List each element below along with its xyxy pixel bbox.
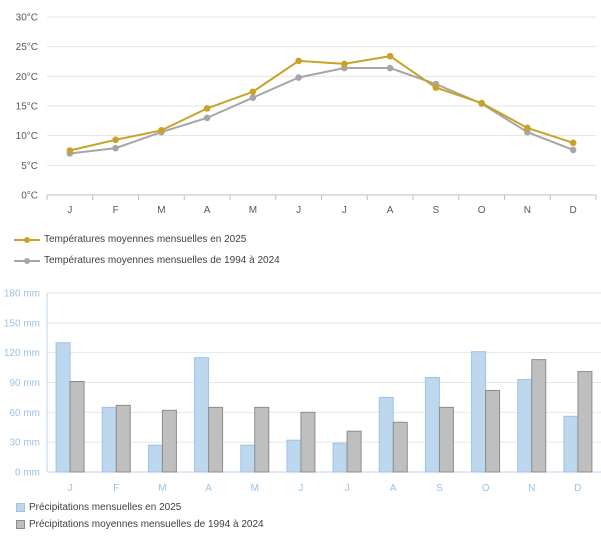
data-point bbox=[341, 60, 348, 68]
bar-2025 bbox=[471, 351, 487, 473]
bar-average bbox=[577, 371, 593, 473]
y-tick-label: 5°C bbox=[21, 161, 38, 172]
y-tick-label: 60 mm bbox=[9, 408, 40, 419]
x-tick-label: F bbox=[113, 483, 119, 494]
y-tick-label: 90 mm bbox=[9, 378, 40, 389]
x-tick-label: S bbox=[433, 205, 440, 216]
bar-average bbox=[254, 406, 270, 473]
x-tick-label: F bbox=[113, 205, 119, 216]
y-tick-label: 180 mm bbox=[4, 289, 40, 300]
data-point bbox=[158, 127, 165, 134]
data-point bbox=[112, 144, 119, 152]
legend-line-marker-average bbox=[14, 256, 40, 266]
x-tick-label: O bbox=[482, 483, 490, 494]
x-tick-label: A bbox=[204, 205, 211, 216]
data-point bbox=[249, 94, 257, 101]
data-point bbox=[569, 146, 577, 154]
x-tick-label: M bbox=[249, 205, 257, 216]
x-tick-label: M bbox=[251, 483, 259, 494]
bar-2025 bbox=[517, 379, 533, 473]
bar-2025 bbox=[332, 442, 348, 473]
y-tick-label: 30 mm bbox=[9, 438, 40, 449]
data-point bbox=[112, 136, 119, 144]
bar-2025 bbox=[55, 342, 71, 473]
data-point bbox=[249, 88, 257, 96]
bar-2025 bbox=[286, 439, 302, 473]
bar-2025 bbox=[194, 357, 210, 473]
bar-average bbox=[300, 411, 316, 473]
precipitation-legend-average: Précipitations moyennes mensuelles de 19… bbox=[16, 519, 264, 530]
series-line bbox=[69, 55, 574, 152]
data-point bbox=[569, 139, 577, 147]
y-tick-label: 20°C bbox=[16, 72, 38, 83]
x-tick-label: A bbox=[387, 205, 394, 216]
data-point bbox=[386, 52, 394, 60]
x-tick-label: J bbox=[67, 205, 72, 216]
bar-average bbox=[115, 404, 131, 473]
legend-label: Précipitations moyennes mensuelles de 19… bbox=[29, 519, 264, 530]
precipitation-chart: 0 mm 30 mm 60 mm 90 mm 120 mm 150 mm 180 mm J F M… bbox=[4, 289, 601, 494]
y-tick-label: 0°C bbox=[21, 191, 38, 202]
x-tick-label: J bbox=[296, 205, 301, 216]
bar-2025 bbox=[378, 396, 394, 473]
legend-label: Températures moyennes mensuelles en 2025 bbox=[44, 234, 247, 245]
temperature-chart: 0°C 5°C 10°C 15°C 20°C 25°C 30°C J F M A M J J A S O N D bbox=[16, 13, 597, 216]
bar-average bbox=[438, 406, 454, 473]
bar-2025 bbox=[563, 415, 579, 473]
bar-average bbox=[485, 389, 501, 473]
bar-average bbox=[531, 359, 547, 473]
legend-swatch-average bbox=[16, 520, 25, 529]
x-tick-label: N bbox=[524, 205, 531, 216]
data-point bbox=[295, 74, 302, 81]
data-point bbox=[524, 124, 531, 132]
legend-line-marker-2025 bbox=[14, 235, 40, 245]
legend-label: Précipitations mensuelles en 2025 bbox=[29, 502, 182, 513]
legend-swatch-2025 bbox=[16, 503, 25, 512]
x-tick-label: A bbox=[390, 483, 397, 494]
data-point bbox=[432, 84, 440, 91]
temperature-legend-2025: Températures moyennes mensuelles en 2025 bbox=[14, 234, 246, 245]
x-tick-label: M bbox=[157, 205, 165, 216]
x-tick-label: S bbox=[436, 483, 443, 494]
series-line bbox=[69, 67, 574, 155]
temperature-legend-average: Températures moyennes mensuelles de 1994… bbox=[14, 255, 280, 266]
bar-2025 bbox=[424, 377, 440, 473]
data-point bbox=[386, 64, 394, 72]
x-tick-label: D bbox=[574, 483, 581, 494]
y-tick-label: 25°C bbox=[16, 42, 38, 53]
y-tick-label: 150 mm bbox=[4, 318, 40, 329]
x-tick-label: A bbox=[205, 483, 212, 494]
data-point bbox=[478, 99, 485, 107]
bar-average bbox=[392, 421, 408, 473]
y-tick-label: 30°C bbox=[16, 13, 38, 24]
bar-2025 bbox=[147, 444, 163, 473]
data-point bbox=[203, 114, 211, 122]
x-tick-label: J bbox=[298, 483, 303, 494]
data-point bbox=[295, 57, 302, 65]
x-tick-label: O bbox=[478, 205, 486, 216]
bar-average bbox=[208, 406, 224, 473]
x-tick-label: J bbox=[68, 483, 73, 494]
bar-average bbox=[346, 430, 362, 473]
x-tick-label: J bbox=[345, 483, 350, 494]
precipitation-legend-2025: Précipitations mensuelles en 2025 bbox=[16, 502, 181, 513]
y-tick-label: 10°C bbox=[16, 131, 38, 142]
x-tick-label: J bbox=[342, 205, 347, 216]
y-tick-label: 15°C bbox=[16, 102, 38, 113]
legend-label: Températures moyennes mensuelles de 1994… bbox=[44, 255, 280, 266]
x-tick-label: M bbox=[158, 483, 166, 494]
data-point bbox=[66, 147, 74, 154]
bar-2025 bbox=[101, 406, 117, 473]
y-tick-label: 0 mm bbox=[15, 468, 40, 479]
bar-average bbox=[69, 381, 85, 473]
x-tick-label: D bbox=[570, 205, 577, 216]
bar-2025 bbox=[240, 444, 256, 473]
y-tick-label: 120 mm bbox=[4, 348, 40, 359]
bar-average bbox=[161, 409, 177, 473]
x-tick-label: N bbox=[528, 483, 535, 494]
data-point bbox=[203, 105, 211, 112]
